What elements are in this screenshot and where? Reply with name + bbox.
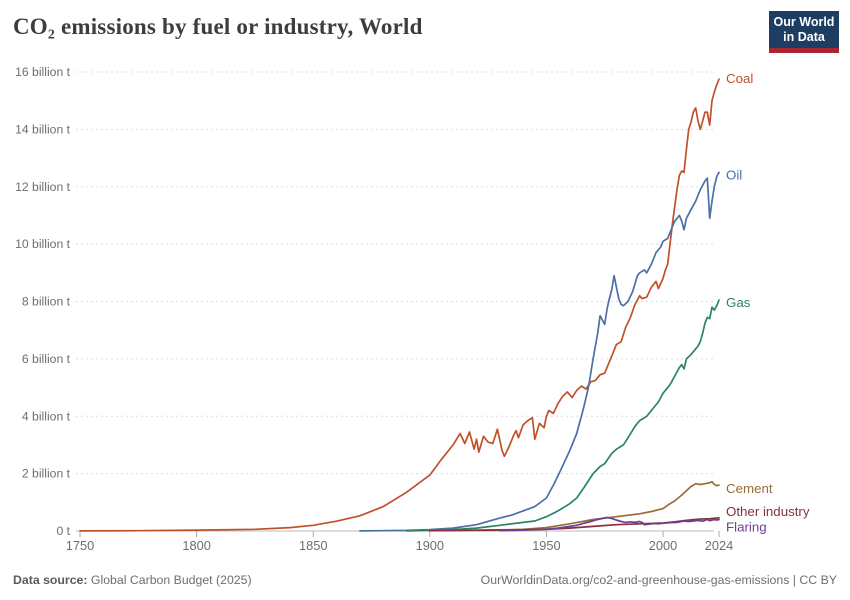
- chart-footer: Data source: Global Carbon Budget (2025)…: [13, 573, 837, 587]
- gas-label[interactable]: Gas: [726, 295, 751, 310]
- y-tick-label-4-billion-t: 4 billion t: [22, 409, 71, 423]
- owid-logo-line1: Our World: [773, 14, 835, 29]
- x-tick-label-1850: 1850: [299, 538, 327, 553]
- x-tick-label-1750: 1750: [66, 538, 94, 553]
- oil-line[interactable]: [359, 171, 720, 532]
- y-tick-label-16-billion-t: 16 billion t: [15, 65, 70, 79]
- owid-logo-line2: in Data: [783, 29, 825, 44]
- owid-logo[interactable]: Our World in Data: [769, 11, 839, 53]
- y-tick-label-2-billion-t: 2 billion t: [22, 467, 71, 481]
- x-tick-label-2024: 2024: [705, 538, 733, 553]
- flaring-label[interactable]: Flaring: [726, 520, 767, 535]
- data-source-label: Data source:: [13, 573, 88, 587]
- page-title: CO₂ emissions by fuel or industry, World: [13, 14, 423, 39]
- data-source-text: Global Carbon Budget (2025): [87, 573, 252, 587]
- cement-line[interactable]: [428, 480, 720, 532]
- x-tick-label-1800: 1800: [182, 538, 210, 553]
- credit-link[interactable]: OurWorldinData.org/co2-and-greenhouse-ga…: [480, 573, 837, 587]
- coal-label[interactable]: Coal: [726, 71, 753, 86]
- y-tick-label-0-t: 0 t: [56, 524, 70, 538]
- gas-line[interactable]: [405, 299, 720, 532]
- x-tick-label-2000: 2000: [649, 538, 677, 553]
- y-tick-label-6-billion-t: 6 billion t: [22, 352, 71, 366]
- oil-label[interactable]: Oil: [726, 167, 742, 182]
- owid-logo-box: Our World in Data: [769, 11, 839, 48]
- y-tick-label-10-billion-t: 10 billion t: [15, 237, 70, 251]
- cement-label[interactable]: Cement: [726, 481, 773, 496]
- data-source: Data source: Global Carbon Budget (2025): [13, 573, 252, 587]
- y-tick-label-8-billion-t: 8 billion t: [22, 295, 71, 309]
- y-tick-label-14-billion-t: 14 billion t: [15, 122, 70, 136]
- x-tick-label-1950: 1950: [532, 538, 560, 553]
- other-industry-label[interactable]: Other industry: [726, 504, 810, 519]
- coal-line[interactable]: [79, 78, 720, 532]
- owid-logo-accent-bar: [769, 48, 839, 53]
- x-tick-label-1900: 1900: [416, 538, 444, 553]
- flaring-line[interactable]: [498, 516, 720, 532]
- y-tick-label-12-billion-t: 12 billion t: [15, 180, 70, 194]
